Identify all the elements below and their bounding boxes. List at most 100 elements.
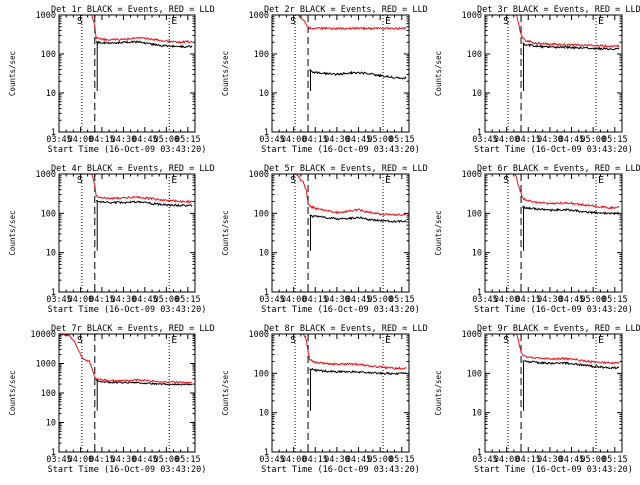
x-axis-label: Start Time (16-Oct-09 03:43:20) (48, 305, 207, 315)
x-tick-label: 05:15 (602, 135, 628, 145)
lld-series-line (297, 14, 407, 31)
events-series-line (95, 40, 193, 49)
lld-series-line (91, 173, 193, 204)
end-marker: E (385, 335, 391, 346)
y-axis-label: Counts/sec (8, 370, 17, 415)
x-tick-label: 04:00 (281, 455, 307, 465)
y-tick-label: 10 (46, 89, 56, 99)
x-tick-label: 05:15 (602, 455, 628, 465)
x-tick-label: 04:30 (537, 135, 563, 145)
x-tick-label: 04:30 (537, 455, 563, 465)
y-tick-label: 1 (477, 288, 482, 298)
x-tick-label: 04:45 (559, 455, 585, 465)
lld-series-line (514, 173, 620, 210)
plot-frame (271, 333, 410, 453)
start-marker: S (290, 335, 296, 346)
y-tick-label: 10000 (30, 330, 56, 340)
x-tick-label: 03:45 (472, 295, 498, 305)
x-tick-label: 04:45 (132, 135, 158, 145)
y-tick-label: 1000 (249, 330, 269, 340)
y-tick-label: 1 (264, 448, 269, 458)
panel-5: Det 5r BLACK = Events, RED = LLD Counts/s… (221, 164, 428, 315)
x-tick-label: 04:15 (302, 455, 328, 465)
y-tick-label: 1 (51, 288, 56, 298)
x-tick-label: 03:45 (259, 135, 285, 145)
x-tick-label: 04:15 (89, 295, 115, 305)
x-tick-label: 04:45 (346, 135, 372, 145)
panel-3: Det 3r BLACK = Events, RED = LLD Counts/s… (434, 5, 640, 155)
y-tick-label: 100 (467, 50, 482, 60)
y-tick-label: 100 (467, 369, 482, 379)
x-tick-label: 04:45 (132, 455, 158, 465)
x-tick-label: 03:45 (46, 455, 72, 465)
plot-frame (484, 173, 623, 293)
x-tick-label: 04:15 (89, 455, 115, 465)
y-tick-label: 100 (254, 209, 269, 219)
x-axis-label: Start Time (16-Oct-09 03:43:20) (474, 305, 633, 315)
x-tick-label: 04:45 (132, 295, 158, 305)
x-tick-label: 05:00 (580, 135, 606, 145)
events-series-line (309, 367, 407, 376)
y-tick-label: 10 (259, 409, 269, 419)
end-marker: E (171, 16, 177, 27)
start-marker: S (77, 175, 83, 186)
end-marker: E (171, 335, 177, 346)
x-tick-label: 05:15 (175, 135, 201, 145)
y-tick-label: 1000 (462, 11, 482, 21)
end-marker: E (385, 16, 391, 27)
plot-frame (484, 333, 623, 453)
lld-series-line (91, 14, 193, 45)
end-marker: E (385, 175, 391, 186)
x-tick-label: 05:00 (367, 455, 393, 465)
start-marker: S (503, 335, 509, 346)
start-marker: S (503, 175, 509, 186)
x-tick-label: 04:15 (515, 295, 541, 305)
events-series-line (95, 379, 193, 386)
x-tick-label: 04:15 (302, 135, 328, 145)
events-series-line (522, 42, 620, 51)
y-axis-label: Counts/sec (434, 51, 443, 96)
panel-title: Det 4r BLACK = Events, RED = LLD (51, 164, 215, 174)
y-tick-label: 100 (41, 209, 56, 219)
events-series-line (522, 360, 620, 370)
x-axis-label: Start Time (16-Oct-09 03:43:20) (261, 145, 420, 155)
panel-title: Det 9r BLACK = Events, RED = LLD (477, 324, 640, 334)
x-tick-label: 05:00 (154, 455, 180, 465)
events-series-line (309, 69, 407, 80)
start-marker: S (77, 16, 83, 27)
x-tick-label: 05:15 (175, 455, 201, 465)
x-tick-label: 05:15 (389, 455, 415, 465)
panel-title: Det 6r BLACK = Events, RED = LLD (477, 164, 640, 174)
y-tick-label: 100 (41, 50, 56, 60)
y-tick-label: 1 (477, 128, 482, 138)
panel-1: Det 1r BLACK = Events, RED = LLD Counts/s… (8, 5, 215, 155)
x-tick-label: 05:15 (389, 295, 415, 305)
end-marker: E (598, 16, 604, 27)
panel-8: Det 8r BLACK = Events, RED = LLD Counts/s… (221, 324, 428, 475)
x-tick-label: 04:15 (515, 455, 541, 465)
y-axis-label: Counts/sec (221, 210, 230, 255)
x-tick-label: 04:45 (559, 135, 585, 145)
lld-series-line (516, 333, 620, 365)
x-tick-label: 04:00 (281, 135, 307, 145)
y-axis-label: Counts/sec (434, 210, 443, 255)
x-tick-label: 05:00 (367, 135, 393, 145)
x-tick-label: 04:00 (68, 295, 94, 305)
panel-4: Det 4r BLACK = Events, RED = LLD Counts/s… (8, 164, 215, 315)
panel-title: Det 3r BLACK = Events, RED = LLD (477, 5, 640, 15)
plot-frame (58, 14, 196, 133)
x-tick-label: 04:30 (324, 455, 350, 465)
y-tick-label: 10 (46, 419, 56, 429)
x-tick-label: 04:00 (68, 455, 94, 465)
x-axis-label: Start Time (16-Oct-09 03:43:20) (261, 305, 420, 315)
x-tick-label: 05:00 (580, 455, 606, 465)
y-tick-label: 1000 (249, 170, 269, 180)
y-tick-label: 10 (46, 249, 56, 259)
x-tick-label: 04:45 (559, 295, 585, 305)
y-tick-label: 1000 (462, 330, 482, 340)
x-tick-label: 03:45 (46, 295, 72, 305)
y-tick-label: 1000 (462, 170, 482, 180)
x-tick-label: 05:00 (580, 295, 606, 305)
x-tick-label: 04:00 (281, 295, 307, 305)
